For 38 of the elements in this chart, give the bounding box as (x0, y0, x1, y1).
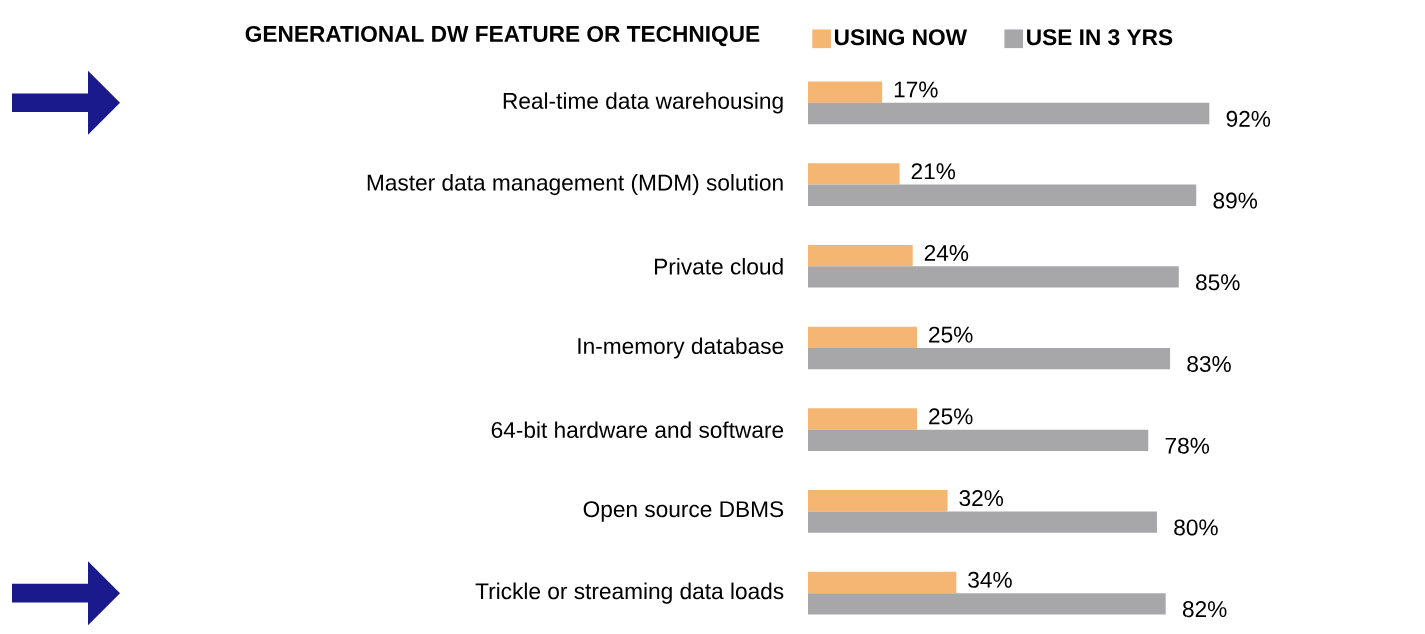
y-tick-label: 64-bit hardware and software (491, 421, 784, 439)
y-tick-label: Master data management (MDM) solution (367, 174, 783, 196)
bar (808, 326, 918, 348)
bar (808, 163, 900, 185)
data-label: 24% (924, 244, 969, 261)
legend-label: USING NOW (834, 29, 968, 46)
data-label: 25% (929, 326, 973, 343)
y-tick-label: Open source DBMS (583, 501, 784, 522)
data-label: 32% (959, 490, 1004, 507)
y-axis-title: GENERATIONAL DW FEATURE OR TECHNIQUE (245, 25, 760, 47)
bar (808, 429, 1149, 452)
data-label: 80% (1174, 519, 1218, 536)
data-label: 83% (1187, 355, 1231, 373)
bar (808, 184, 1197, 206)
data-label: 89% (1213, 192, 1258, 209)
y-tick-label: Private cloud (655, 257, 783, 275)
y-tick-label: Real-time data warehousing (503, 92, 783, 114)
bar (808, 511, 1157, 533)
data-label: 85% (1196, 274, 1240, 291)
bar (808, 244, 913, 267)
bar (808, 347, 1171, 370)
bar (808, 490, 948, 512)
data-label: 78% (1165, 437, 1210, 454)
bar (808, 81, 883, 103)
legend-label: USE IN 3 YRS (1027, 29, 1173, 46)
bar (808, 571, 957, 594)
data-label: 92% (1226, 110, 1271, 127)
data-label: 82% (1182, 601, 1227, 618)
bar (808, 102, 1210, 125)
bar (808, 408, 918, 430)
bar (808, 593, 1166, 615)
y-tick-label: Trickle or streaming data loads (475, 582, 784, 604)
data-label: 21% (911, 163, 956, 180)
y-tick-label: In-memory database (578, 337, 784, 359)
data-label: 34% (968, 571, 1012, 588)
data-label: 17% (894, 81, 938, 98)
data-label: 25% (929, 408, 973, 425)
bar (808, 266, 1179, 288)
